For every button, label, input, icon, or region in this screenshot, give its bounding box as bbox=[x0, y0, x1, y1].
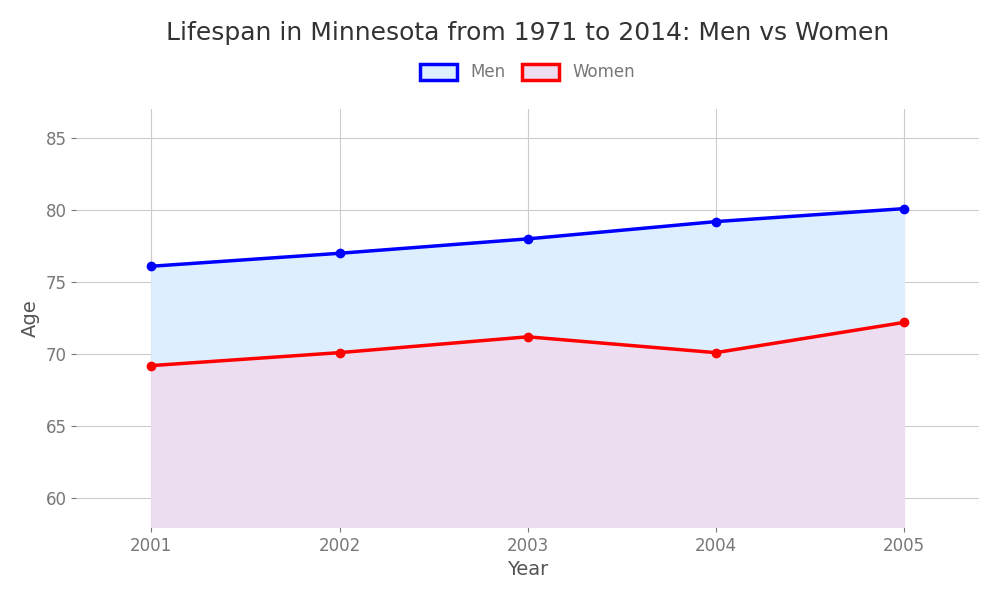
Legend: Men, Women: Men, Women bbox=[420, 64, 635, 82]
Title: Lifespan in Minnesota from 1971 to 2014: Men vs Women: Lifespan in Minnesota from 1971 to 2014:… bbox=[166, 21, 889, 45]
X-axis label: Year: Year bbox=[507, 560, 548, 579]
Y-axis label: Age: Age bbox=[21, 299, 40, 337]
